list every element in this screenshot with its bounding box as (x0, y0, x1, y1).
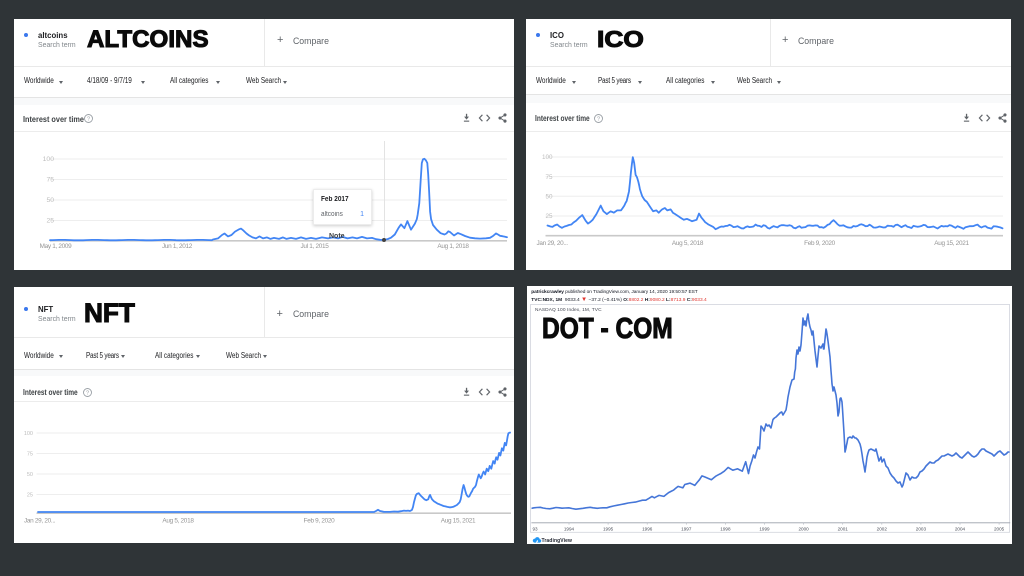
svg-text:2003: 2003 (916, 526, 927, 531)
svg-text:Aug 1, 2018: Aug 1, 2018 (437, 243, 469, 250)
svg-text:Feb 9, 2020: Feb 9, 2020 (304, 518, 336, 525)
svg-text:100: 100 (24, 431, 33, 437)
svg-text:Jun 1, 2012: Jun 1, 2012 (162, 243, 193, 250)
svg-text:1999: 1999 (759, 526, 770, 531)
svg-text:25: 25 (27, 493, 33, 499)
svg-text:2001: 2001 (838, 526, 849, 531)
svg-text:Jan 29, 20...: Jan 29, 20... (537, 240, 569, 247)
svg-text:Aug 15, 2021: Aug 15, 2021 (934, 240, 969, 247)
svg-text:Aug 5, 2018: Aug 5, 2018 (162, 518, 194, 525)
svg-text:75: 75 (46, 177, 54, 184)
svg-text:25: 25 (46, 218, 54, 225)
svg-text:2004: 2004 (955, 526, 966, 531)
svg-text:May 1, 2009: May 1, 2009 (40, 243, 73, 250)
svg-text:100: 100 (542, 154, 553, 161)
svg-text:1995: 1995 (603, 526, 614, 531)
svg-text:?: ? (85, 390, 89, 396)
svg-text:50: 50 (545, 194, 553, 201)
svg-text:2005: 2005 (994, 526, 1005, 531)
svg-text:Aug 15, 2021: Aug 15, 2021 (441, 518, 476, 525)
svg-text:?: ? (87, 116, 91, 122)
svg-text:1994: 1994 (564, 526, 575, 531)
svg-text:1996: 1996 (642, 526, 653, 531)
svg-text:Feb 9, 2020: Feb 9, 2020 (804, 240, 836, 247)
svg-text:50: 50 (46, 197, 54, 204)
svg-text:93: 93 (533, 526, 539, 531)
svg-text:Jan 29, 20...: Jan 29, 20... (24, 518, 56, 525)
svg-text:75: 75 (545, 174, 553, 181)
svg-text:Aug 5, 2018: Aug 5, 2018 (672, 240, 704, 247)
svg-text:1998: 1998 (720, 526, 731, 531)
svg-text:75: 75 (27, 452, 33, 458)
svg-text:Jul 1, 2015: Jul 1, 2015 (301, 243, 330, 250)
svg-text:25: 25 (545, 213, 553, 220)
svg-text:50: 50 (27, 472, 33, 478)
svg-text:100: 100 (43, 156, 55, 163)
svg-text:2000: 2000 (798, 526, 809, 531)
svg-text:2002: 2002 (877, 526, 888, 531)
svg-text:1997: 1997 (681, 526, 692, 531)
svg-text:?: ? (596, 116, 600, 122)
